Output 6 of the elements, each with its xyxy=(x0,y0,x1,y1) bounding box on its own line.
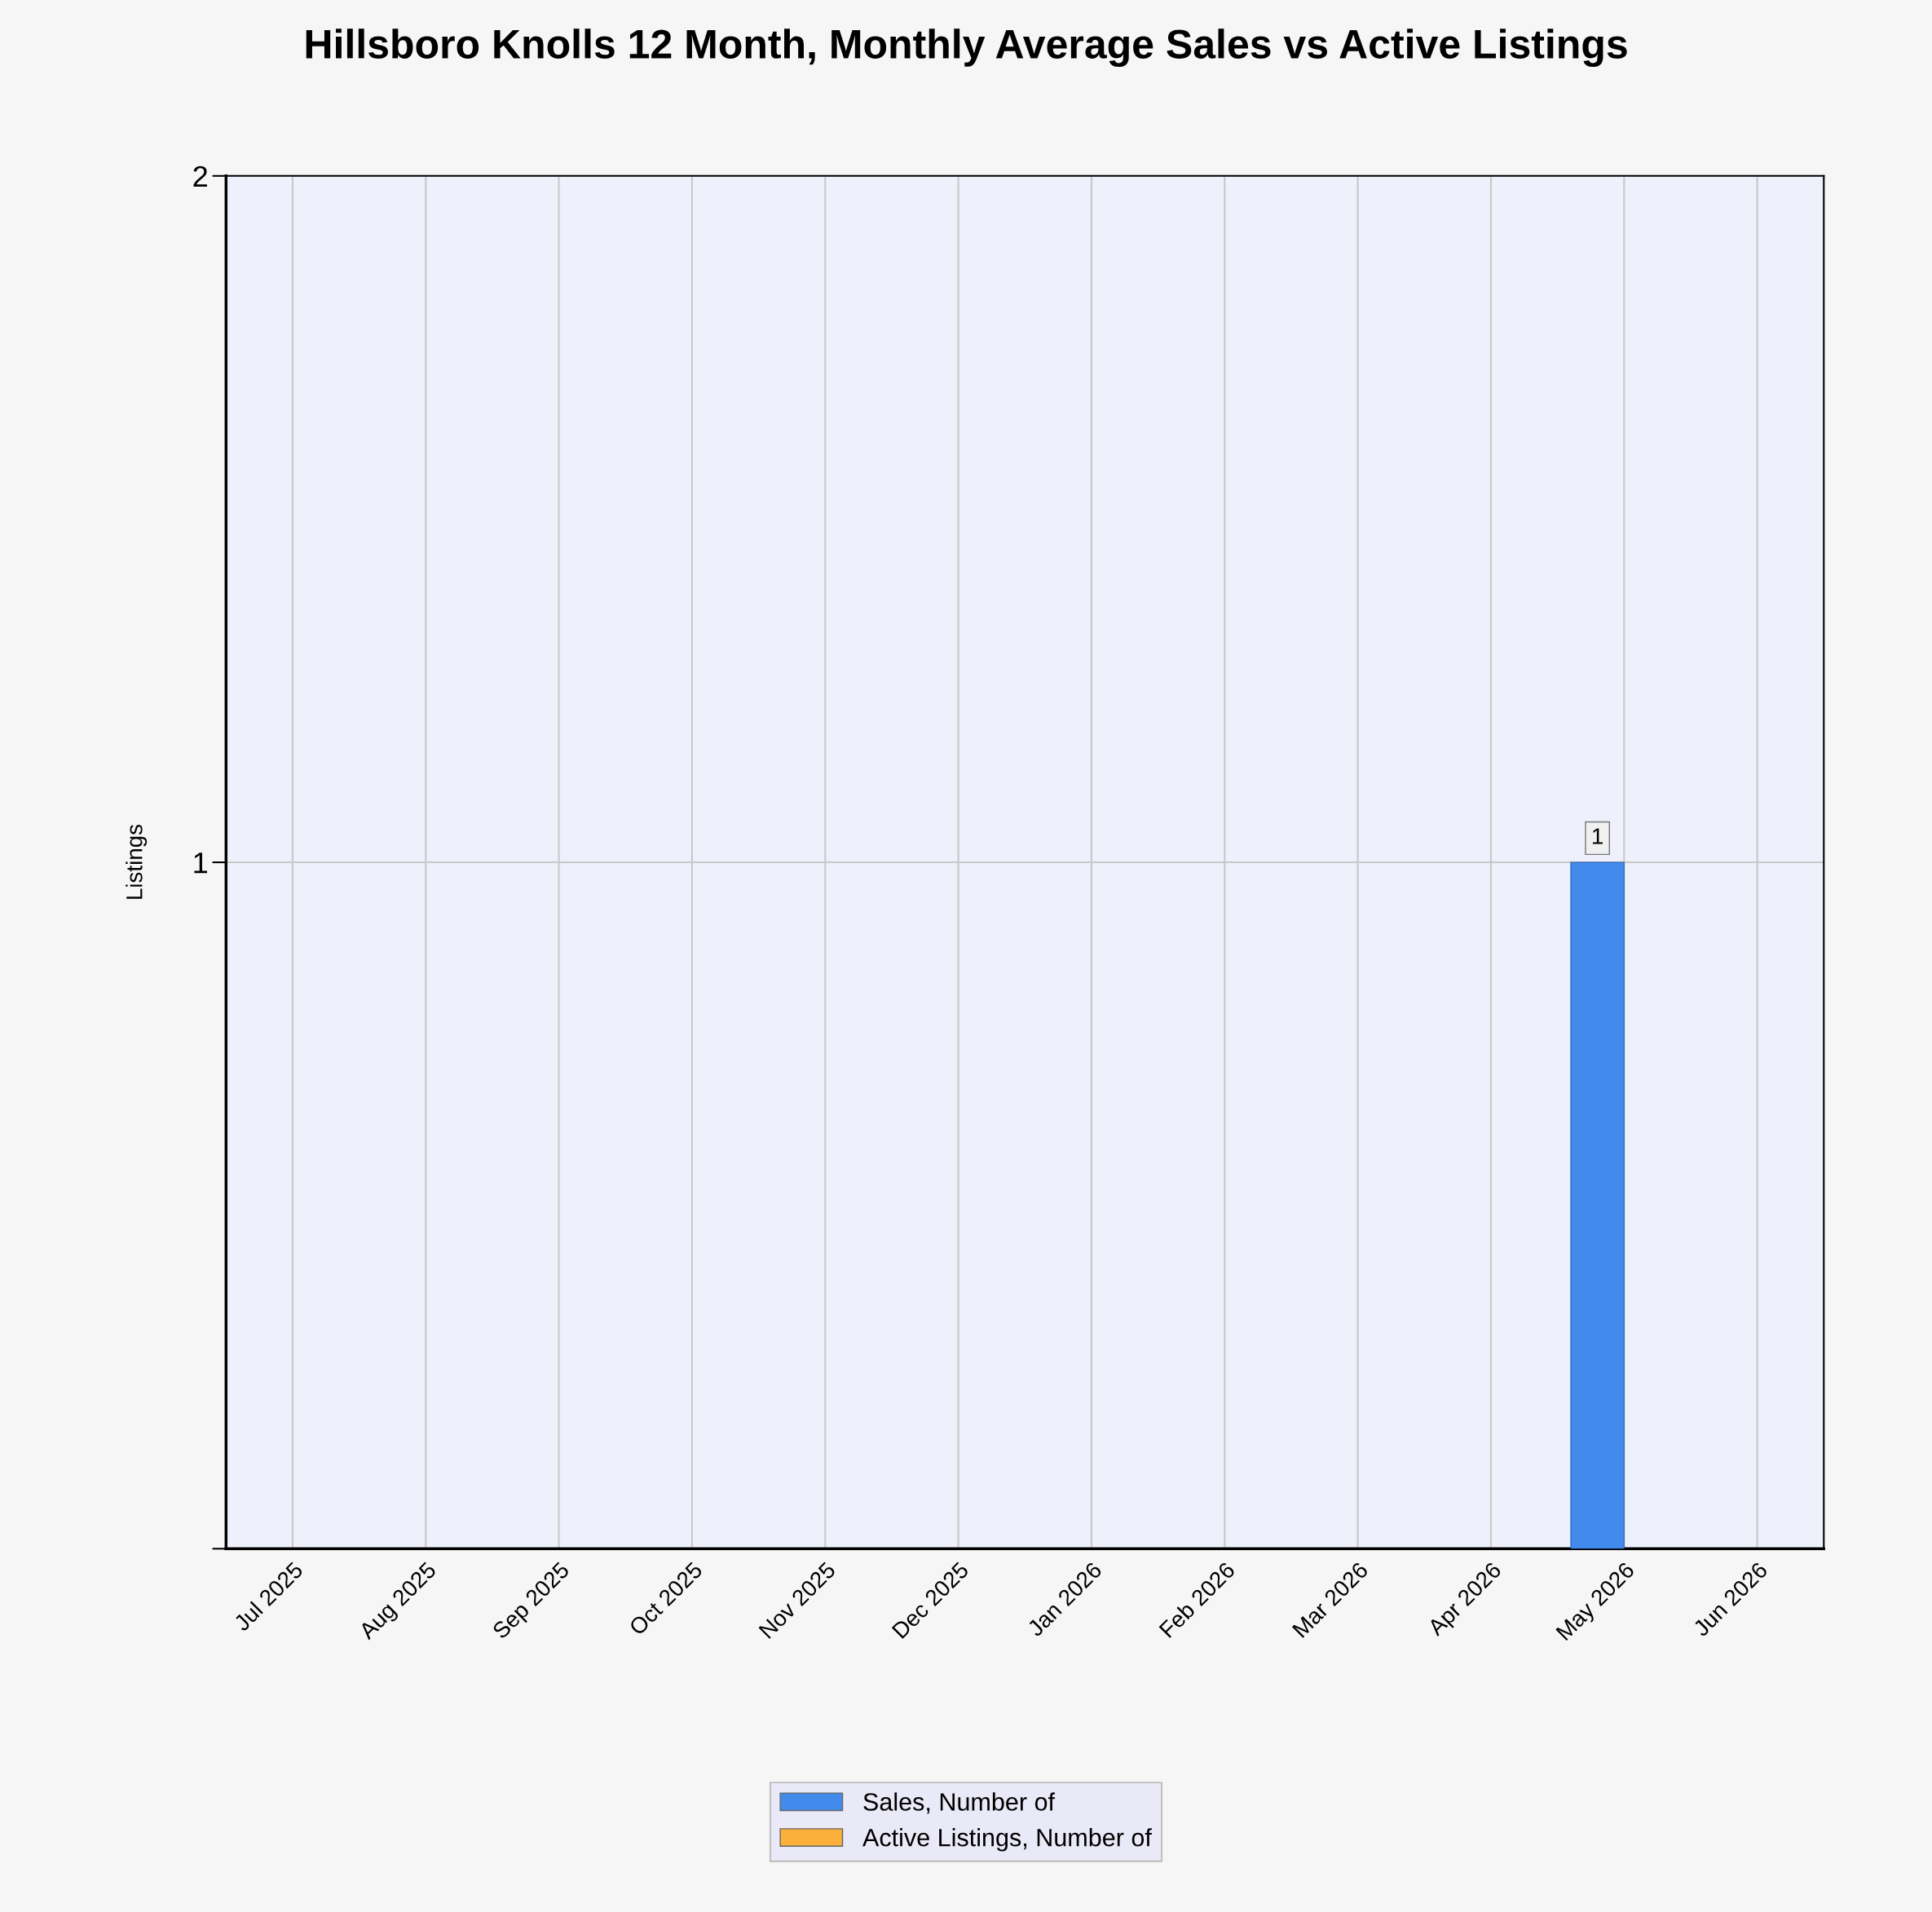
data-label: 1 xyxy=(1593,828,1603,844)
legend-label: Sales, Number of xyxy=(863,1792,1056,1814)
chart-title: Hillsboro Knolls 12 Month, Monthly Average Sales vs Active Listings xyxy=(306,29,1627,68)
y-tick-label: 2 xyxy=(193,165,207,187)
y-axis-title: Listings xyxy=(126,824,148,899)
legend-label: Active Listings, Number of xyxy=(862,1828,1152,1852)
